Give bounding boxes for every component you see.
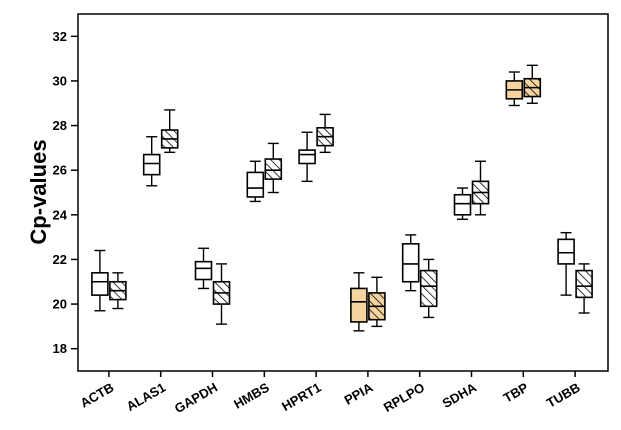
box-tbp-hatched [523,64,542,104]
y-tick-label: 22 [53,252,67,267]
y-tick-label: 18 [53,341,67,356]
x-tick-label: GAPDH [172,380,220,416]
box-iqr [194,260,213,281]
y-axis-title: Cp-values [26,139,51,244]
x-tick-label: SDHA [440,379,480,411]
y-tick-label: 26 [53,163,67,178]
box-alas1-open [142,136,161,187]
x-tick-label: PPIA [342,379,376,407]
box-iqr [264,158,283,180]
x-tick-label: HMBS [231,379,272,411]
box-gapdh-hatched [212,263,231,325]
box-rplpo-open [401,234,420,292]
box-tbp-open [505,71,524,107]
y-tick-label: 24 [53,207,68,222]
box-iqr [453,193,472,216]
x-tick-label: RPLPO [381,380,427,415]
y-tick-label: 28 [53,118,67,133]
box-hmbs-hatched [264,142,283,194]
box-iqr [142,153,161,176]
box-rplpo-hatched [419,258,438,319]
box-iqr [419,269,438,308]
boxes [91,64,593,332]
box-gapdh-open [194,247,213,290]
y-axis: 18 20 22 24 26 28 30 32 [53,29,78,356]
y-tick-label: 20 [53,297,67,312]
box-hprt1-open [298,131,316,183]
x-tick-label: HPRT1 [279,380,323,414]
box-iqr [557,238,575,265]
box-iqr [401,243,420,283]
box-sdha-hatched [471,160,490,216]
box-sdha-open [453,187,472,220]
plot-frame [77,13,609,372]
box-actb-hatched [109,272,127,310]
box-iqr [246,171,265,198]
box-hmbs-open [246,160,265,203]
box-hprt1-hatched [316,113,334,154]
x-tick-label: ACTB [78,380,117,411]
box-iqr [575,269,593,299]
y-tick-label: 32 [53,29,67,44]
x-tick-label: TBP [501,379,531,405]
box-actb-open [91,249,109,312]
box-alas1-hatched [160,109,179,154]
box-ppia-open [350,272,368,332]
box-tubb-hatched [575,263,593,314]
box-iqr [298,149,316,165]
box-iqr [91,272,109,296]
x-tick-label: TUBB [544,380,583,411]
y-tick-label: 30 [53,73,67,88]
box-tubb-open [557,231,575,296]
box-iqr [350,287,368,323]
x-tick-label: ALAS1 [124,380,168,414]
x-axis: ACTB ALAS1 GAPDH HMBS HPRT1 PPIA RPLPO SDHA TBP T… [78,371,583,416]
box-ppia-hatched [368,276,386,328]
